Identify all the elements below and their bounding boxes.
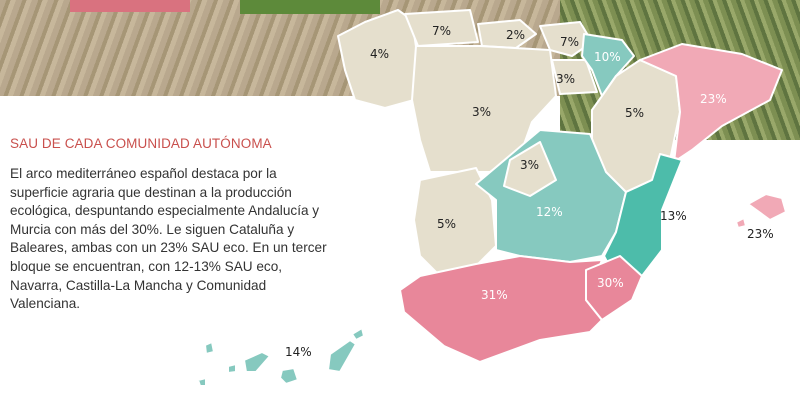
label-baleares: 23% [747,227,774,241]
label-castilla-y-leon: 3% [472,105,491,119]
region-baleares-island [735,217,747,229]
label-madrid: 3% [520,158,539,172]
region-asturias [404,9,479,47]
label-asturias: 7% [432,24,451,38]
region-andalucia [399,255,603,363]
body-paragraph: El arco mediterráneo español destaca por… [10,166,327,312]
region-murcia [585,255,643,321]
label-valencia: 13% [660,209,687,223]
region-madrid [503,141,557,197]
label-pais-vasco: 7% [560,35,579,49]
background-photo-detail [70,0,190,12]
region-baleares [747,193,787,221]
label-aragon: 5% [625,106,644,120]
region-cantabria [477,19,537,49]
region-la-rioja [551,59,598,95]
label-canarias: 14% [285,345,312,359]
label-castilla-la-mancha: 12% [536,205,563,219]
background-photo-detail [240,0,380,14]
label-cantabria: 2% [506,28,525,42]
section-heading: SAU DE CADA COMUNIDAD AUTÓNOMA [10,136,272,151]
label-murcia: 30% [597,276,624,290]
label-extremadura: 5% [437,217,456,231]
region-canarias [197,327,365,387]
label-cataluna: 23% [700,92,727,106]
region-valencia [603,153,683,291]
label-galicia: 4% [370,47,389,61]
label-andalucia: 31% [481,288,508,302]
label-la-rioja: 3% [556,72,575,86]
region-cataluna [639,43,783,163]
label-navarra: 10% [594,50,621,64]
